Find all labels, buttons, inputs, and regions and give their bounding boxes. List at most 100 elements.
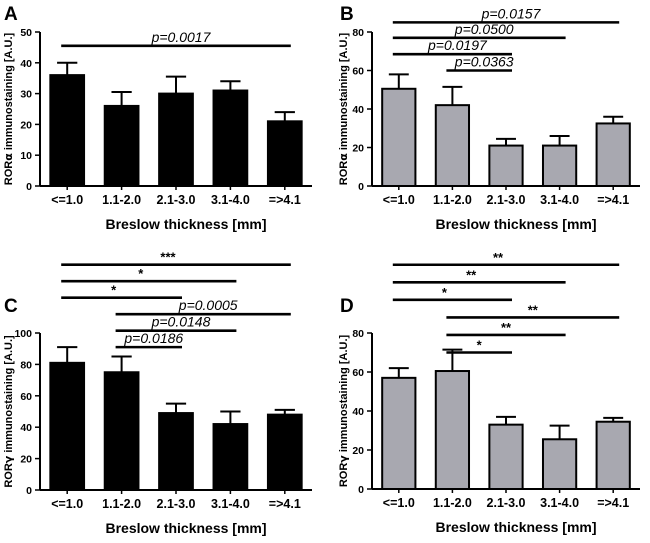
category-label-4: =>4.1 [597, 193, 629, 207]
y-label-main: ROR [338, 463, 350, 488]
bar-2 [488, 144, 524, 187]
y-axis-label: RORα immunostaining [A.U.] [337, 32, 350, 185]
bar-3 [212, 423, 249, 491]
y-tick-label: 20 [352, 143, 364, 155]
significance-label-1: ** [466, 267, 477, 282]
y-tick-label: 60 [352, 367, 364, 379]
y-tick-label: 0 [358, 484, 364, 496]
significance-label-3: p=0.0005 [178, 297, 238, 313]
y-tick-label: 40 [352, 406, 364, 418]
category-label-4: =>4.1 [269, 193, 301, 207]
panel-letter: C [4, 296, 18, 317]
category-label-4: =>4.1 [269, 497, 301, 511]
category-label-3: 3.1-4.0 [211, 193, 250, 207]
category-label-1: 1.1-2.0 [102, 193, 141, 207]
y-axis-label: RORγ immunostaining [A.U.] [2, 335, 15, 488]
bar-1 [434, 370, 471, 490]
panel-a: A 0 10 20 30 40 50 <=1.0 1.1-2.0 2.1-3.0 3.1-4.0 =>… [2, 4, 312, 232]
y-label-greek: α [2, 153, 15, 161]
significance-label-0: ** [493, 250, 504, 265]
y-tick-label: 0 [26, 181, 32, 193]
bar-4 [266, 120, 303, 187]
bar-4 [266, 413, 303, 492]
category-label-2: 2.1-3.0 [157, 193, 196, 207]
x-axis-label: Breslow thickness [mm] [105, 216, 266, 232]
bar-0 [49, 74, 86, 187]
panel-letter: B [340, 4, 354, 25]
y-label-main: ROR [3, 161, 15, 186]
significance-label-4: p=0.0148 [151, 314, 211, 330]
y-tick-label: 10 [20, 150, 32, 162]
category-label-3: 3.1-4.0 [540, 496, 579, 510]
y-tick-label: 0 [358, 181, 364, 193]
y-label-greek: γ [337, 455, 350, 463]
panel-c: C 0 20 40 60 80 100 <=1.0 1.1-2.0 2.1-3.0 3.1-4.0 =… [2, 250, 312, 536]
y-tick-label: 40 [20, 58, 32, 70]
bar-0 [381, 376, 417, 491]
bar-1 [434, 104, 471, 187]
bar-4 [595, 420, 631, 491]
panel-letter: A [4, 4, 18, 25]
bar-2 [158, 92, 194, 187]
category-label-0: <=1.0 [51, 193, 83, 207]
y-label-rest: immunostaining [A.U.] [3, 32, 15, 153]
y-label-greek: α [337, 153, 350, 161]
significance-label-3: p=0.0363 [454, 54, 514, 70]
y-label-greek: γ [2, 455, 15, 463]
category-label-2: 2.1-3.0 [157, 497, 196, 511]
x-axis-label: Breslow thickness [mm] [105, 520, 266, 536]
bar-3 [212, 89, 249, 187]
significance-label-1: * [138, 266, 144, 281]
y-tick-label: 20 [20, 119, 32, 131]
y-tick-label: 60 [352, 66, 364, 78]
bar-0 [381, 87, 417, 187]
significance-label-3: ** [528, 302, 539, 317]
category-label-0: <=1.0 [383, 496, 415, 510]
y-tick-label: 20 [352, 445, 364, 457]
y-label-rest: immunostaining [A.U.] [338, 32, 350, 153]
y-tick-label: 60 [20, 391, 32, 403]
panel-d: D 0 20 40 60 80 <=1.0 1.1-2.0 2.1-3.0 3.1-4.0 =>4.… [337, 250, 640, 535]
y-tick-label: 80 [20, 359, 32, 371]
y-tick-label: 40 [352, 104, 364, 116]
significance-label-0: *** [160, 250, 176, 265]
bar-4 [595, 122, 631, 187]
category-label-2: 2.1-3.0 [487, 193, 526, 207]
significance-label-1: p=0.0500 [454, 21, 514, 37]
significance-label-2: * [111, 283, 117, 298]
category-label-0: <=1.0 [51, 497, 83, 511]
y-label-rest: immunostaining [A.U.] [338, 334, 350, 455]
bar-1 [103, 104, 140, 187]
bar-0 [49, 361, 86, 491]
significance-label-5: * [477, 338, 483, 353]
significance-label-5: p=0.0186 [123, 330, 183, 346]
y-tick-label: 50 [20, 27, 32, 39]
significance-label-2: * [442, 285, 448, 300]
significance-label-0: p=0.0157 [481, 5, 542, 21]
significance-label-0: p=0.0017 [151, 29, 212, 45]
bar-1 [103, 371, 140, 491]
significance-label-2: p=0.0197 [427, 37, 488, 53]
y-tick-label: 0 [26, 485, 32, 497]
panel-b: B 0 20 40 60 80 <=1.0 1.1-2.0 2.1-3.0 3.1-4.0 =>4.… [337, 4, 640, 232]
y-label-main: ROR [338, 161, 350, 186]
y-tick-label: 80 [352, 27, 364, 39]
y-tick-label: 40 [20, 422, 32, 434]
bar-3 [541, 438, 578, 490]
category-label-3: 3.1-4.0 [211, 497, 250, 511]
y-tick-label: 80 [352, 328, 364, 340]
bar-2 [158, 412, 194, 492]
category-label-3: 3.1-4.0 [540, 193, 579, 207]
significance-label-4: ** [501, 320, 512, 335]
y-axis-label: RORγ immunostaining [A.U.] [337, 334, 350, 487]
panel-letter: D [340, 296, 354, 317]
category-label-4: =>4.1 [597, 496, 629, 510]
category-label-1: 1.1-2.0 [433, 496, 472, 510]
category-label-1: 1.1-2.0 [102, 497, 141, 511]
category-label-0: <=1.0 [383, 193, 415, 207]
y-axis-label: RORα immunostaining [A.U.] [2, 32, 15, 185]
bar-2 [488, 423, 524, 490]
x-axis-label: Breslow thickness [mm] [435, 519, 596, 535]
y-label-rest: immunostaining [A.U.] [3, 335, 15, 456]
